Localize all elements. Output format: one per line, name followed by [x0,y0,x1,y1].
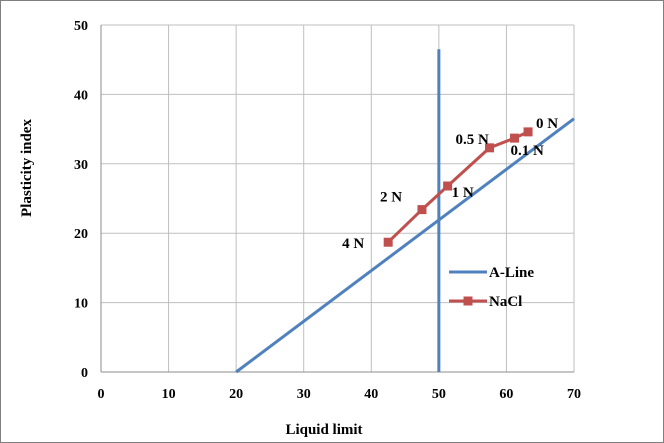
tick-labels: 0 10 20 30 40 50 60 70 0 10 20 30 40 50 [74,19,581,402]
nacl-point-marker [485,143,495,153]
x-tick-label: 0 [98,387,105,402]
point-label: 0.5 N [456,132,490,148]
point-label: 4 N [342,236,364,252]
legend-label: A-Line [489,265,534,281]
point-label: 0 N [536,116,558,132]
nacl-point-marker [383,237,393,247]
x-tick-label: 10 [162,387,176,402]
y-tick-label: 50 [74,19,88,34]
a-line-series [235,117,575,374]
nacl-point-marker [417,205,427,215]
y-tick-label: 10 [74,297,88,312]
x-tick-label: 60 [499,387,513,402]
series-layer [235,49,575,374]
y-tick-label: 20 [74,227,88,242]
legend-label: NaCl [489,294,522,310]
nacl-point-marker [510,133,520,143]
nacl-point-marker [523,127,533,137]
grid [100,24,575,373]
legend: A-Line NaCl [449,265,534,310]
nacl-point-marker [443,181,453,191]
point-label: 0.1 N [511,143,544,159]
x-tick-label: 50 [432,387,446,402]
x-tick-label: 40 [364,387,378,402]
point-label: 2 N [380,190,402,206]
y-axis-title: Plasticity index [19,119,35,217]
y-tick-label: 30 [74,158,88,173]
x-tick-label: 30 [297,387,311,402]
legend-marker [463,296,473,306]
y-tick-label: 40 [74,88,88,103]
x-axis-title: Liquid limit [285,422,362,438]
point-labels: 4 N 2 N 1 N 0.5 N 0.1 N 0 N [342,116,558,252]
point-label: 1 N [452,185,474,201]
x-tick-label: 70 [567,387,581,402]
x-tick-label: 20 [229,387,243,402]
y-tick-label: 0 [81,366,88,381]
